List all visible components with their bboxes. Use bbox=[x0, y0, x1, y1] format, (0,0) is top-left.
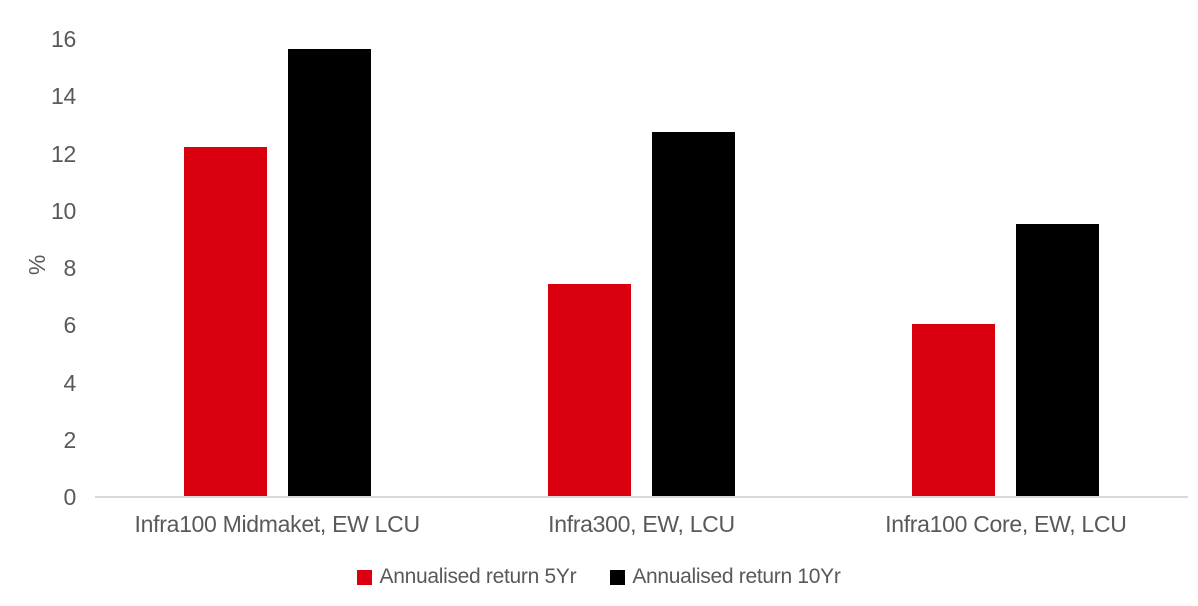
legend-item-series1: Annualised return 5Yr bbox=[357, 565, 577, 589]
y-tick-label: 4 bbox=[63, 369, 77, 396]
x-axis-line bbox=[95, 496, 1188, 498]
y-tick-label: 2 bbox=[63, 426, 77, 453]
legend-item-series2: Annualised return 10Yr bbox=[610, 565, 841, 589]
category-label: Infra300, EW, LCU bbox=[548, 511, 735, 537]
bar-series2-cat1 bbox=[287, 49, 371, 496]
y-tick-label: 12 bbox=[51, 140, 76, 167]
y-tick-label: 10 bbox=[51, 197, 76, 224]
bar-series1-cat3 bbox=[912, 324, 996, 496]
y-tick-label: 0 bbox=[63, 484, 77, 510]
category-label: Infra100 Midmaket, EW LCU bbox=[134, 511, 421, 537]
bar-series1-cat1 bbox=[183, 146, 267, 496]
bar-series2-cat2 bbox=[652, 132, 735, 496]
legend-label: Annualised return 10Yr bbox=[632, 565, 841, 588]
legend: Annualised return 5Yr Annualised return 1… bbox=[0, 564, 1198, 590]
bar-series1-cat2 bbox=[548, 284, 631, 496]
bar-series2-cat3 bbox=[1016, 224, 1100, 496]
y-tick-label: 16 bbox=[51, 26, 76, 52]
y-tick-label: 6 bbox=[63, 312, 77, 339]
legend-swatch-icon bbox=[357, 569, 373, 585]
y-tick-label: 8 bbox=[63, 255, 77, 281]
legend-label: Annualised return 5Yr bbox=[379, 565, 577, 588]
legend-swatch-icon bbox=[610, 569, 626, 585]
category-label: Infra100 Core, EW, LCU bbox=[885, 511, 1127, 537]
y-tick-label: 14 bbox=[51, 83, 76, 110]
